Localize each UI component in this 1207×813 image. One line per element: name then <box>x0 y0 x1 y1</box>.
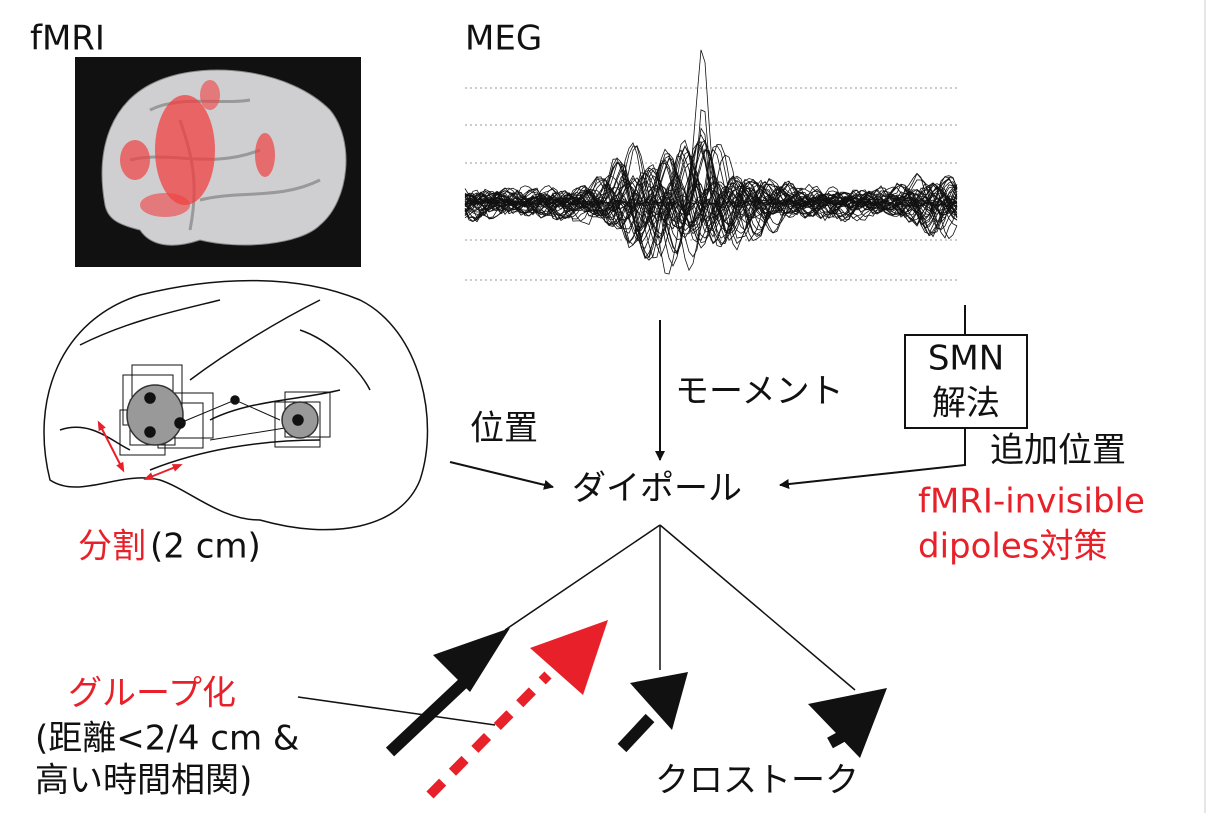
diagram: fMRI 分割 (2 cm) MEG モーメント <box>0 0 1207 813</box>
crosstalk-label: クロストーク <box>655 761 859 801</box>
meg-label: MEG <box>465 19 542 59</box>
invisible-measure: dipoles対策 <box>918 527 1108 567</box>
smn-method: 解法 <box>932 384 1000 424</box>
fmri-label: fMRI <box>30 19 105 59</box>
position-label: 位置 <box>470 409 538 449</box>
grouping-criteria: (距離<2/4 cm & <box>35 719 299 759</box>
grouping-label: グループ化 <box>68 674 236 714</box>
smn-label: SMN <box>928 339 1004 379</box>
dipole-label: ダイポール <box>572 469 742 509</box>
additional-position-label: 追加位置 <box>990 431 1126 471</box>
division-size: (2 cm) <box>150 527 261 567</box>
division-label: 分割 <box>78 527 146 567</box>
fmri-image <box>75 57 361 267</box>
invisible-label: fMRI-invisible <box>918 482 1145 522</box>
moment-label: モーメント <box>675 372 844 412</box>
grouping-criteria: 高い時間相関) <box>35 761 252 801</box>
